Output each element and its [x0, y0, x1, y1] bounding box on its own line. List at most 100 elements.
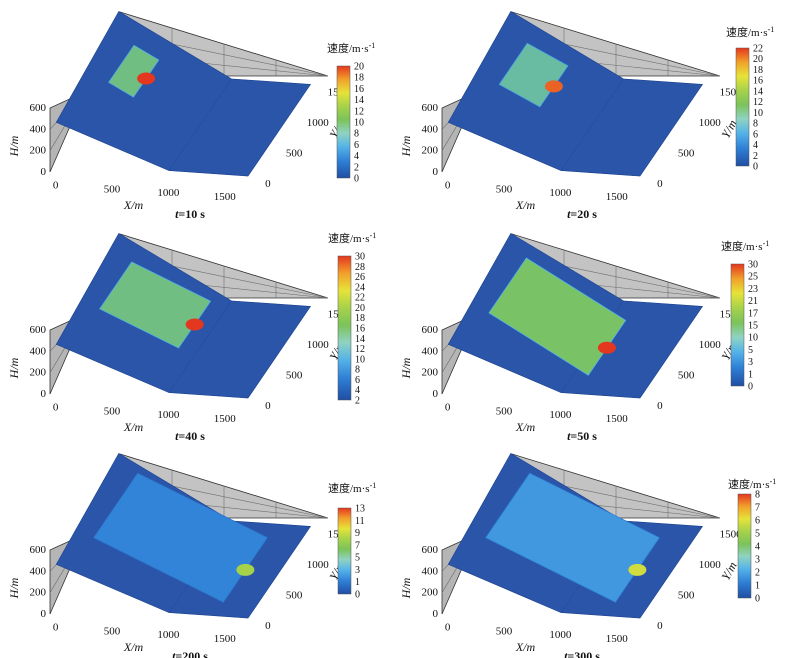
colorbar-tick-label: 2: [753, 151, 758, 162]
h-tick-label: 600: [30, 102, 47, 114]
colorbar-tick-label: 22: [355, 293, 365, 304]
y-tick-label: 0: [657, 620, 663, 632]
colorbar-tick-label: 6: [755, 516, 760, 527]
colorbar-tick-label: 6: [753, 129, 758, 140]
h-tick-label: 0: [41, 166, 47, 178]
y-tick-label: 1000: [699, 559, 722, 571]
colorbar-tick-label: 8: [753, 119, 758, 130]
x-tick-label: 1000: [549, 187, 572, 199]
colorbar-tick-label: 18: [354, 73, 364, 84]
flow-front: [137, 72, 156, 85]
h-tick-label: 400: [422, 123, 439, 135]
colorbar-tick-label: 3: [355, 565, 360, 576]
flow-front: [628, 563, 647, 576]
time-label: t=40 s: [175, 429, 205, 443]
h-axis-label: H/m: [7, 135, 21, 157]
colorbar-tick-label: 10: [355, 354, 365, 365]
colorbar-tick-label: 5: [355, 553, 360, 564]
colorbar-tick-label: 2: [354, 162, 359, 173]
h-tick-label: 400: [30, 565, 47, 577]
y-tick-label: 500: [286, 369, 303, 381]
y-tick-label: 0: [657, 178, 663, 190]
h-axis-label: H/m: [399, 135, 413, 157]
colorbar-tick-label: 16: [354, 84, 364, 95]
x-axis-label: X/m: [515, 420, 536, 434]
h-tick-label: 400: [422, 565, 439, 577]
colorbar-tick-label: 23: [748, 284, 758, 295]
colorbar-tick-label: 6: [354, 140, 359, 151]
x-tick-label: 1000: [157, 409, 180, 421]
colorbar-tick-label: 1: [748, 369, 753, 380]
colorbar-tick-label: 30: [748, 260, 758, 271]
colorbar-tick-label: 3: [748, 357, 753, 368]
flow-body: [498, 42, 569, 108]
colorbar-tick-label: 11: [355, 516, 365, 527]
colorbar-tick-label: 4: [753, 140, 758, 151]
colorbar-title: 速度/m·s-1: [721, 239, 769, 253]
x-axis-label: X/m: [123, 640, 144, 654]
colorbar-tick-label: 16: [355, 324, 365, 335]
h-tick-label: 400: [30, 123, 47, 135]
flow-body: [93, 472, 268, 603]
x-axis-label: X/m: [515, 640, 536, 654]
h-tick-label: 600: [30, 324, 47, 336]
colorbar-tick-label: 18: [355, 313, 365, 324]
x-tick-label: 0: [445, 401, 451, 413]
x-tick-label: 0: [445, 179, 451, 191]
x-tick-label: 1000: [549, 409, 572, 421]
colorbar-tick-label: 21: [748, 296, 758, 307]
y-tick-label: 0: [265, 400, 271, 412]
colorbar-tick-label: 2: [355, 396, 360, 407]
x-tick-label: 500: [104, 183, 121, 195]
chart-panel: 0200400600H/m050010001500X/m050010001500…: [7, 231, 376, 443]
x-axis-label: X/m: [515, 198, 536, 212]
h-axis-label: H/m: [399, 577, 413, 599]
colorbar: [730, 263, 745, 387]
h-tick-label: 600: [422, 324, 439, 336]
h-tick-label: 200: [422, 367, 439, 379]
x-tick-label: 1500: [606, 191, 629, 203]
y-tick-label: 1000: [307, 117, 330, 129]
terrain-surface: [55, 10, 312, 177]
y-tick-label: 1000: [307, 339, 330, 351]
colorbar-tick-label: 16: [753, 76, 763, 87]
colorbar-title: 速度/m·s-1: [728, 477, 776, 491]
flow-body: [108, 44, 160, 98]
x-tick-label: 0: [53, 401, 59, 413]
time-label: t=50 s: [567, 429, 597, 443]
colorbar-tick-label: 25: [748, 272, 758, 283]
x-tick-label: 1500: [214, 633, 237, 645]
x-tick-label: 500: [496, 625, 513, 637]
h-tick-label: 200: [422, 587, 439, 599]
y-tick-label: 1000: [699, 117, 722, 129]
y-tick-label: 0: [657, 400, 663, 412]
colorbar-tick-label: 30: [355, 252, 365, 263]
h-axis-label: H/m: [7, 357, 21, 379]
colorbar-tick-label: 22: [753, 44, 763, 55]
flow-body: [488, 257, 627, 376]
x-tick-label: 1500: [214, 413, 237, 425]
x-axis-label: X/m: [123, 420, 144, 434]
colorbar-tick-label: 0: [755, 594, 760, 605]
x-tick-label: 1000: [549, 629, 572, 641]
colorbar-tick-label: 20: [753, 54, 763, 65]
h-tick-label: 0: [433, 608, 439, 620]
terrain-surface: [447, 10, 704, 177]
colorbar-tick-label: 26: [355, 272, 365, 283]
h-tick-label: 0: [41, 388, 47, 400]
flow-front: [544, 80, 563, 93]
colorbar-tick-label: 0: [753, 162, 758, 173]
flow-front: [185, 318, 204, 331]
colorbar-tick-label: 5: [755, 529, 760, 540]
colorbar-tick-label: 18: [753, 65, 763, 76]
colorbar-tick-label: 4: [354, 151, 359, 162]
colorbar-tick-label: 10: [354, 118, 364, 129]
time-label: t=300 s: [564, 649, 600, 658]
h-axis-label: H/m: [399, 357, 413, 379]
h-tick-label: 400: [30, 345, 47, 357]
colorbar-tick-label: 4: [355, 385, 360, 396]
colorbar-tick-label: 8: [355, 365, 360, 376]
